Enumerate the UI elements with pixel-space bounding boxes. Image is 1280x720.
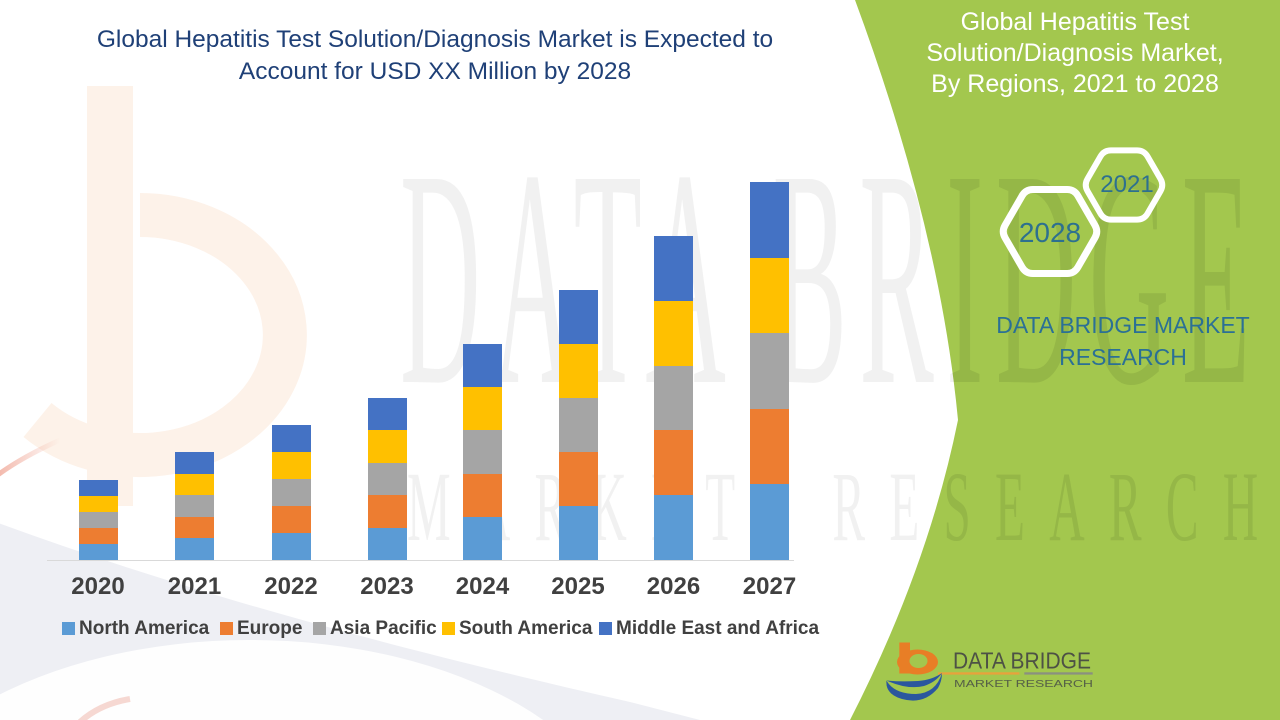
svg-text:MARKET RESEARCH: MARKET RESEARCH: [954, 679, 1093, 690]
svg-text:DATA BRIDGE: DATA BRIDGE: [953, 648, 1091, 674]
